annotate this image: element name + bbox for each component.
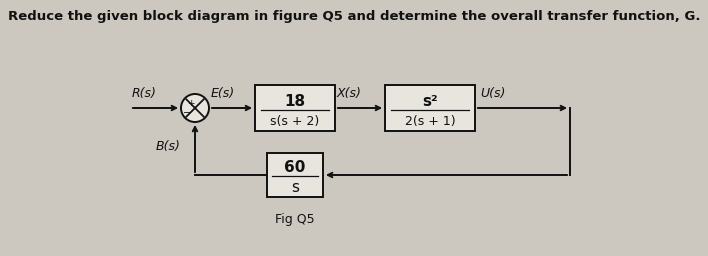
Text: +: + (187, 99, 195, 108)
Text: 2(s + 1): 2(s + 1) (405, 115, 455, 129)
Bar (385, 85, 475, 131)
Text: 60: 60 (285, 161, 306, 176)
Text: 18: 18 (285, 94, 306, 110)
Text: s²: s² (422, 94, 438, 110)
Text: E(s): E(s) (211, 87, 235, 100)
Text: s: s (291, 179, 299, 195)
Text: −: − (183, 108, 191, 118)
Text: U(s): U(s) (480, 87, 506, 100)
Text: Fig Q5: Fig Q5 (275, 213, 315, 226)
Bar (267, 153, 323, 197)
Text: B(s): B(s) (156, 140, 181, 153)
Text: s(s + 2): s(s + 2) (270, 115, 319, 129)
Text: R(s): R(s) (132, 87, 157, 100)
Text: Reduce the given block diagram in figure Q5 and determine the overall transfer f: Reduce the given block diagram in figure… (8, 10, 700, 23)
Circle shape (181, 94, 209, 122)
Text: X(s): X(s) (337, 87, 362, 100)
Bar (255, 85, 335, 131)
